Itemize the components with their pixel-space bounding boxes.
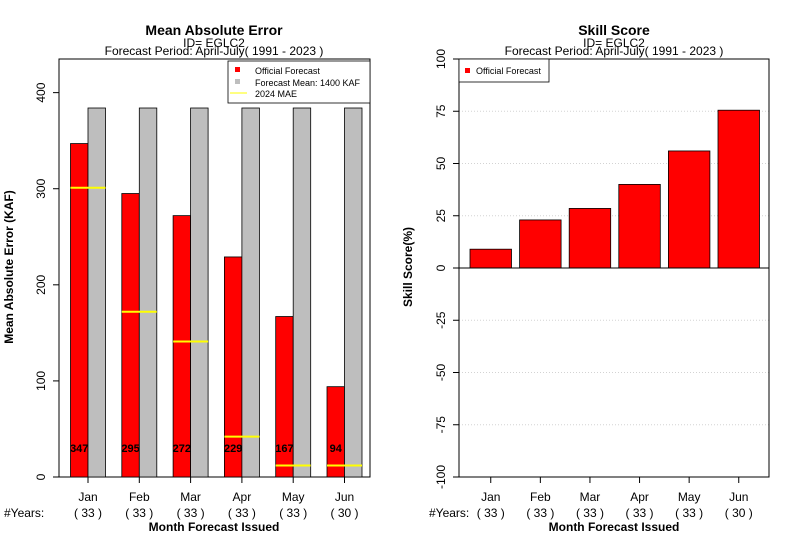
mae-data-label: 272 [173, 443, 191, 455]
skill-legend: Official Forecast [458, 58, 550, 83]
mae-data-label: 94 [330, 443, 343, 455]
skill-y-tick-label: 75 [434, 104, 448, 118]
mae-data-label: 229 [224, 443, 242, 455]
skill-subtitle-period: Forecast Period: April-July( 1991 - 2023… [505, 44, 724, 58]
skill-x-axis-label: Month Forecast Issued [549, 520, 680, 534]
skill-years-label: #Years: [429, 506, 469, 520]
mae-legend-swatch-official [235, 67, 240, 72]
mae-title: Mean Absolute Error [145, 22, 283, 38]
skill-bar-apr [618, 183, 661, 269]
skill-y-tick-label: 25 [434, 209, 448, 223]
skill-legend-box [458, 58, 550, 83]
skill-legend-swatch [465, 68, 470, 73]
skill-bar-jun [717, 109, 760, 269]
mae-bar-mean-jun [344, 107, 363, 478]
mae-bar-mean-may [292, 107, 312, 478]
mae-legend-box [227, 60, 371, 104]
skill-years-count: ( 33 ) [626, 506, 654, 520]
mae-bar-mean-apr [241, 107, 260, 478]
mae-bar-official-mar [172, 215, 192, 478]
skill-y-tick-label: -50 [434, 364, 448, 382]
mae-x-tick-label: Jun [335, 490, 354, 504]
skill-y-tick-label: -100 [434, 465, 448, 489]
mae-x-tick-label: Feb [129, 490, 150, 504]
mae-years-label: #Years: [4, 506, 44, 520]
skill-x-tick-label: Apr [630, 490, 649, 504]
mae-bar-official-feb [121, 193, 140, 478]
mae-x-tick-label: May [282, 490, 305, 504]
mae-x-axis-label: Month Forecast Issued [149, 520, 280, 534]
mae-plot-frame [58, 58, 371, 478]
mae-bar-mean-jan [87, 107, 106, 478]
mae-subtitle-id: ID= EGLC2 [183, 36, 245, 50]
skill-years-count: ( 33 ) [477, 506, 505, 520]
mae-y-tick-label: 200 [34, 274, 48, 294]
mae-legend-swatch-mean [235, 79, 240, 84]
skill-x-tick-label: Mar [580, 490, 601, 504]
mae-y-tick-label: 400 [34, 82, 48, 102]
mae-x-tick-label: Jan [78, 490, 97, 504]
mae-data-label: 167 [275, 443, 293, 455]
skill-bar-may [668, 150, 711, 269]
mae-x-tick-label: Mar [180, 490, 201, 504]
skill-x-tick-label: Feb [530, 490, 551, 504]
mae-chart: Mean Absolute Error ID= EGLC2 Forecast P… [2, 22, 371, 534]
mae-years-count: ( 33 ) [177, 506, 205, 520]
mae-plot-area: 0 100 200 300 400 347 Jan ( 33 ) 295 Feb ( 33 ) 272… [34, 58, 371, 520]
mae-bar-mean-feb [138, 107, 158, 478]
mae-legend: Official Forecast Forecast Mean: 1400 KAF… [227, 60, 371, 104]
skill-x-tick-label: Jan [481, 490, 500, 504]
mae-years-count: ( 33 ) [279, 506, 307, 520]
mae-years-count: ( 33 ) [228, 506, 256, 520]
mae-y-tick-label: 0 [34, 473, 48, 480]
skill-years-count: ( 30 ) [725, 506, 753, 520]
skill-bar-jan [469, 248, 512, 269]
skill-legend-official: Official Forecast [476, 66, 541, 76]
skill-title: Skill Score [578, 22, 650, 38]
mae-subtitle-period: Forecast Period: April-July( 1991 - 2023… [105, 44, 324, 58]
skill-y-tick-label: 100 [434, 49, 448, 69]
skill-y-axis-label: Skill Score(%) [401, 227, 415, 307]
mae-legend-mean: Forecast Mean: 1400 KAF [255, 78, 361, 88]
mae-legend-official: Official Forecast [255, 66, 320, 76]
mae-bar-mean-mar [190, 107, 209, 478]
skill-subtitle-id: ID= EGLC2 [583, 36, 645, 50]
skill-x-tick-label: Jun [729, 490, 748, 504]
skill-years-count: ( 33 ) [576, 506, 604, 520]
mae-data-label: 347 [70, 443, 88, 455]
skill-y-tick-label: -75 [434, 416, 448, 434]
mae-x-tick-label: Apr [233, 490, 252, 504]
skill-bar-feb [519, 219, 562, 269]
skill-bar-mar [568, 208, 612, 269]
skill-y-tick-label: 50 [434, 157, 448, 171]
skill-chart: Skill Score ID= EGLC2 Forecast Period: A… [401, 22, 770, 534]
mae-years-count: ( 33 ) [74, 506, 102, 520]
mae-y-axis-label: Mean Absolute Error (KAF) [2, 190, 16, 344]
skill-x-tick-label: May [678, 490, 701, 504]
mae-data-label: 295 [121, 443, 139, 455]
mae-years-count: ( 30 ) [330, 506, 358, 520]
mae-bar-official-jan [70, 143, 89, 478]
mae-legend-2024: 2024 MAE [255, 89, 297, 99]
skill-plot-area: -100 -75 -50 -25 0 25 50 75 100 Jan ( 33 ) Feb ( 33 … [434, 49, 770, 520]
mae-years-count: ( 33 ) [125, 506, 153, 520]
skill-y-tick-label: 0 [434, 264, 448, 271]
skill-years-count: ( 33 ) [526, 506, 554, 520]
mae-bar-official-jun [326, 386, 345, 478]
skill-years-count: ( 33 ) [675, 506, 703, 520]
mae-y-tick-label: 100 [34, 371, 48, 391]
mae-y-tick-label: 300 [34, 178, 48, 198]
skill-y-tick-label: -25 [434, 311, 448, 329]
